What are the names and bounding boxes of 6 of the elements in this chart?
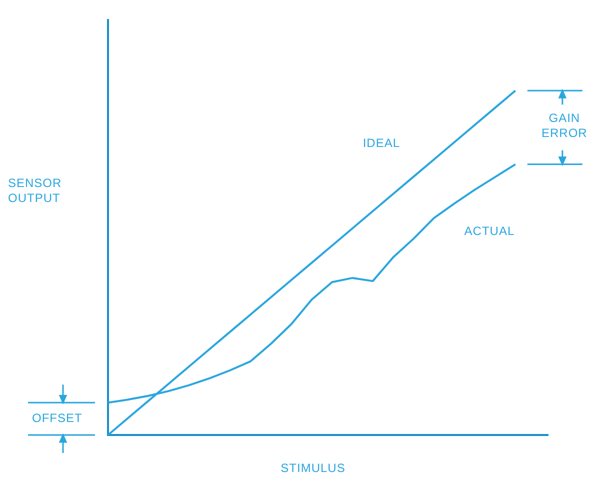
y-axis-title: SENSOR OUTPUT — [8, 176, 63, 206]
series-label: ACTUAL — [464, 224, 515, 239]
annotation: GAIN ERROR — [540, 111, 588, 142]
x-axis-title: STIMULUS — [280, 461, 346, 476]
text: IDEAL — [362, 136, 400, 152]
text: OFFSET — [32, 410, 82, 426]
